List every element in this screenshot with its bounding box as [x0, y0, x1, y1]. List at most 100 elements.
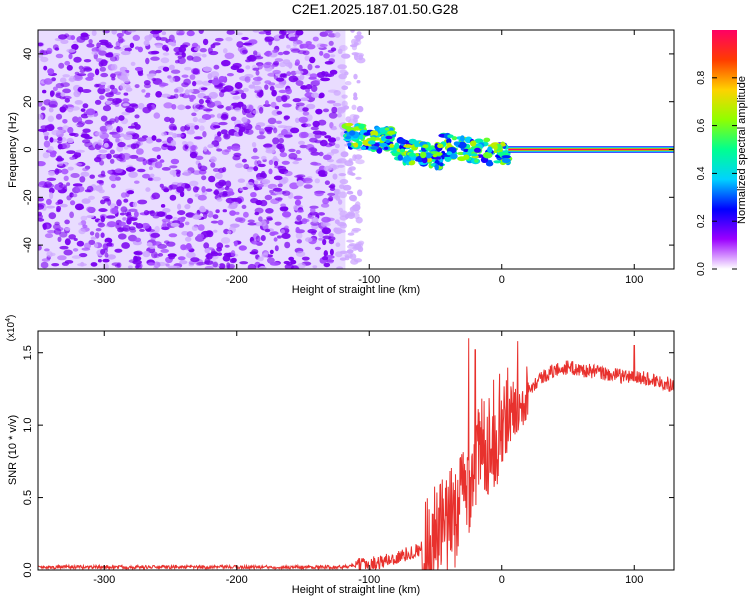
spectrogram-noise-blob	[223, 133, 231, 140]
x-tick-label: -300	[93, 574, 115, 586]
spectrogram-noise-blob	[170, 69, 181, 74]
spectrogram-noise-blob	[179, 93, 184, 97]
spectrogram-noise-blob	[66, 137, 74, 144]
spectrogram-noise-blob	[229, 210, 237, 216]
spectrogram-noise-blob	[230, 250, 236, 257]
spectrogram-signal-blob	[437, 143, 444, 149]
spectrogram-noise-blob	[94, 131, 103, 136]
spectrogram-noise-blob	[122, 103, 130, 107]
spectrogram-noise-blob	[94, 99, 102, 105]
spectrogram-noise-blob	[296, 180, 304, 187]
spectrogram-noise-blob	[272, 156, 278, 161]
spectrogram-noise-blob	[143, 80, 151, 86]
spectrogram-noise-blob	[47, 68, 55, 75]
spectrogram-noise-blob	[163, 188, 170, 193]
spectrogram-signal-blob	[450, 153, 458, 160]
spectrogram-noise-blob	[40, 106, 46, 111]
spectrogram-noise-blob	[73, 40, 79, 44]
spectrogram-noise-blob	[52, 44, 59, 50]
spectrogram-noise-blob	[269, 85, 275, 91]
spectrogram-noise-blob	[48, 104, 58, 108]
spectrogram-noise-blob	[149, 245, 156, 250]
x-tick-label: -200	[226, 574, 248, 586]
spectrogram-noise-blob	[347, 167, 353, 174]
spectrogram-noise-blob	[98, 46, 108, 51]
spectrogram-noise-blob	[73, 238, 78, 241]
spectrogram-noise-blob	[351, 227, 362, 232]
spectrogram-noise-blob	[179, 260, 188, 265]
spectrogram-signal-blob	[367, 140, 376, 145]
spectrogram-noise-blob	[341, 100, 348, 107]
spectrogram-noise-blob	[244, 76, 251, 83]
spectrogram-noise-blob	[168, 233, 178, 238]
spectrogram-noise-blob	[49, 90, 54, 98]
spectrogram-signal-blob	[370, 146, 379, 150]
spectrogram-signal-blob	[485, 160, 494, 167]
spectrogram-noise-blob	[332, 102, 342, 107]
spectrogram-noise-blob	[116, 126, 123, 133]
spectrogram-noise-blob	[278, 138, 284, 144]
spectrogram-noise-blob	[254, 186, 259, 191]
spectrogram-noise-blob	[355, 159, 365, 165]
spectrogram-noise-blob	[328, 58, 336, 64]
spectrogram-noise-blob	[266, 217, 273, 221]
spectrogram-noise-blob	[341, 94, 348, 99]
spectrogram-noise-blob	[321, 227, 331, 235]
spectrogram-noise-blob	[327, 137, 337, 143]
spectrogram-signal-blob	[463, 148, 469, 153]
spectrogram-noise-blob	[270, 101, 277, 108]
spectrogram-noise-blob	[278, 34, 285, 39]
spectrogram-noise-blob	[269, 189, 274, 194]
spectrogram-noise-blob	[305, 237, 313, 243]
spectrogram-noise-blob	[327, 33, 337, 38]
spectrogram-noise-blob	[111, 133, 122, 139]
spectrogram-noise-blob	[296, 214, 302, 221]
spectrogram-noise-blob	[263, 251, 269, 256]
spectrogram-noise-blob	[307, 63, 313, 71]
spectrogram-signal-blob	[414, 141, 419, 148]
spectrogram-noise-blob	[314, 246, 321, 251]
spectrogram-noise-blob	[284, 241, 291, 249]
spectrogram-noise-blob	[342, 184, 352, 191]
spectrogram-noise-blob	[121, 242, 130, 249]
spectrogram-noise-blob	[161, 226, 170, 231]
spectrogram-noise-blob	[216, 197, 223, 202]
spectrogram-noise-blob	[121, 70, 127, 78]
spectrogram-noise-blob	[57, 199, 64, 205]
spectrogram-noise-blob	[99, 85, 105, 90]
spectrogram-noise-blob	[235, 211, 240, 215]
spectrogram-noise-blob	[42, 89, 47, 94]
spectrogram-noise-blob	[319, 43, 328, 48]
spectrogram-noise-blob	[162, 52, 170, 56]
spectrogram-noise-blob	[263, 103, 271, 107]
spectrogram-noise-blob	[47, 230, 56, 234]
spectrogram-signal-blob	[389, 143, 395, 149]
spectrogram-noise-blob	[204, 265, 214, 269]
spectrogram-noise-blob	[100, 126, 108, 134]
spectrogram-noise-blob	[191, 225, 198, 232]
spectrogram-noise-blob	[132, 34, 140, 42]
spectrogram-noise-blob	[285, 88, 293, 95]
spectrogram-noise-blob	[353, 212, 360, 220]
spectrogram-noise-blob	[38, 113, 44, 120]
spectrogram-noise-blob	[165, 263, 170, 267]
spectrogram-noise-blob	[204, 248, 210, 254]
spectrogram-noise-blob	[272, 137, 280, 145]
spectrogram-noise-blob	[64, 98, 71, 103]
spectrogram-noise-blob	[237, 101, 244, 108]
spectrogram-signal-blob	[408, 161, 414, 166]
spectrogram-noise-blob	[276, 143, 285, 150]
spectrogram-noise-blob	[109, 91, 114, 95]
spectrogram-noise-blob	[38, 197, 45, 202]
spectrogram-noise-blob	[277, 51, 284, 56]
spectrogram-noise-blob	[301, 256, 310, 261]
spectrogram-noise-blob	[169, 194, 177, 201]
spectrogram-noise-blob	[246, 168, 253, 173]
spectrogram-noise-blob	[171, 104, 177, 110]
spectrogram-noise-blob	[250, 198, 259, 204]
spectrogram-noise-blob	[271, 143, 277, 151]
spectrogram-noise-blob	[292, 161, 300, 165]
spectrogram-noise-blob	[339, 210, 348, 217]
spectrogram-noise-blob	[286, 44, 291, 49]
spectrogram-noise-blob	[197, 162, 202, 170]
